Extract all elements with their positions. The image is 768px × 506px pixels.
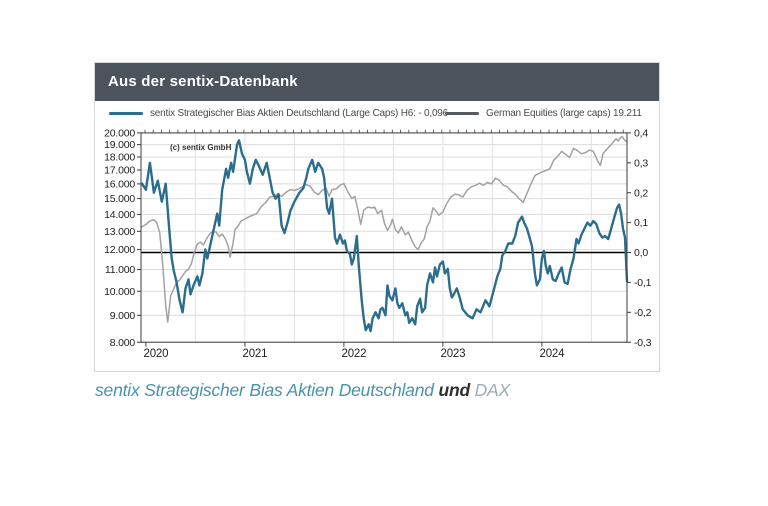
watermark-text: (c) sentix GmbH [170,143,232,152]
caption-dax-text: DAX [474,380,511,400]
right-axis-label: 0,0 [634,247,648,259]
right-axis-label: 0,3 [634,157,648,169]
left-axis-label: 8.000 [110,337,136,349]
x-axis-year-label: 2023 [441,348,466,360]
left-axis-label: 13.000 [104,226,135,238]
caption-und-text: und [433,380,475,400]
dax-line-swatch-icon [445,111,479,115]
left-axis-label: 17.000 [104,165,135,177]
left-axis-label: 15.000 [104,193,135,205]
right-axis-label: 0,1 [634,217,648,229]
right-axis-label: -0,1 [634,277,652,289]
x-axis-year-label: 2020 [144,348,169,360]
left-axis-label: 20.000 [104,128,135,140]
left-axis-label: 9.000 [110,310,136,322]
right-axis-label: 0,2 [634,187,648,199]
caption-bias-text: sentix Strategischer Bias Aktien Deutsch… [95,380,434,400]
bias-line [140,139,629,333]
left-axis-label: 16.000 [104,179,135,191]
legend-item-bias: sentix Strategischer Bias Aktien Deutsch… [109,101,448,125]
sentix-chart-card: Aus der sentix-Datenbank sentix Strategi… [94,62,660,372]
chart-area: 20.000 19.000 18.000 17.000 16.000 15.000 14.0… [95,125,659,371]
x-axis-year-label: 2021 [243,348,268,360]
right-axis-label: 0,4 [634,128,648,140]
legend-label-bias: sentix Strategischer Bias Aktien Deutsch… [150,107,449,119]
left-axis-label: 12.000 [104,244,135,256]
right-axis-label: -0,2 [634,307,652,319]
bias-line-swatch-icon [109,111,143,115]
x-axis-year-label: 2024 [540,348,566,360]
left-axis-label: 18.000 [104,152,135,164]
card-title: Aus der sentix-Datenbank [95,63,659,101]
left-axis-label: 14.000 [104,209,135,221]
legend-label-dax: German Equities (large caps) 19.211 [486,107,642,119]
left-axis-label: 19.000 [104,139,135,151]
x-axis-year-label: 2022 [342,348,367,360]
chart-legend: sentix Strategischer Bias Aktien Deutsch… [95,101,659,125]
left-axis-label: 11.000 [105,264,135,276]
left-axis-label: 10.000 [104,286,135,298]
chart-caption: sentix Strategischer Bias Aktien Deutsch… [95,380,510,401]
right-axis-label: -0,3 [634,337,652,349]
legend-item-dax: German Equities (large caps) 19.211 [445,101,642,125]
